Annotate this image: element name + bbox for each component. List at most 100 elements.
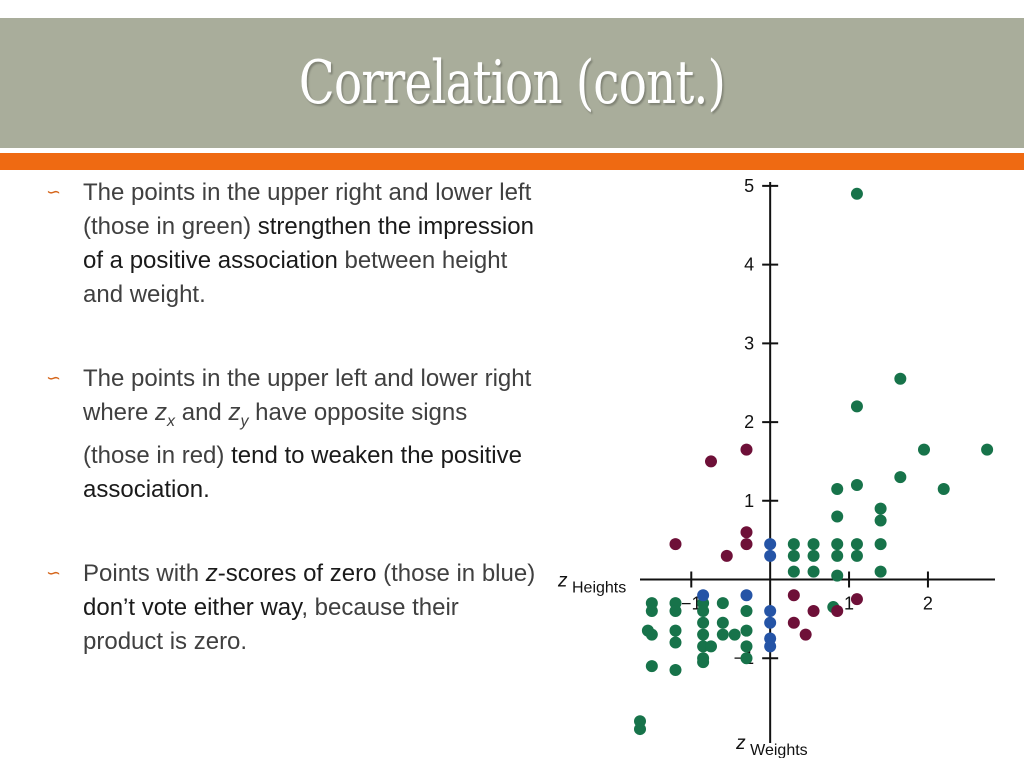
body-text: The points in the upper left and lower r… (83, 365, 532, 426)
data-point-green (874, 514, 887, 527)
data-point-green (807, 565, 820, 578)
data-point-blue (764, 604, 777, 617)
data-point-blue (764, 538, 777, 551)
x-axis-label: Heights (572, 580, 626, 597)
x-axis-label-z: z (557, 571, 568, 592)
data-point-green (728, 628, 741, 641)
data-point-red (669, 538, 682, 551)
data-point-green (697, 656, 710, 669)
data-point-green (787, 538, 800, 551)
bullet-item: ∽ The points in the upper left and lower … (40, 362, 540, 507)
body-text: (those in blue) (376, 559, 536, 587)
y-tick-label: 3 (744, 333, 754, 353)
data-point-green (669, 636, 682, 649)
y-axis-label-z: z (735, 733, 746, 754)
x-tick-label: 1 (844, 594, 854, 614)
data-point-green (787, 549, 800, 562)
data-point-green (634, 723, 646, 736)
data-point-green (807, 549, 820, 562)
data-point-green (831, 538, 844, 551)
body-text: , because their product is zero. (83, 593, 459, 655)
bullet-item: ∽ Points with z-scores of zero (those in … (40, 557, 540, 659)
data-point-green (697, 628, 710, 641)
data-point-green (669, 624, 682, 637)
data-point-green (850, 538, 863, 551)
bullet-item: ∽ The points in the upper right and lower… (40, 176, 540, 312)
data-point-red (799, 628, 812, 641)
accent-bar (0, 153, 1024, 170)
bullet-text: The points in the upper left and lower r… (83, 362, 540, 507)
data-point-green (850, 187, 863, 200)
data-point-green (645, 628, 658, 641)
data-point-red (740, 538, 753, 551)
emphasis-text: z-scores of zero (205, 559, 377, 587)
scroll-bullet-icon: ∽ (46, 368, 62, 389)
data-point-green (645, 660, 658, 673)
math-variable: z (155, 399, 168, 426)
data-point-red (807, 604, 820, 617)
y-tick-label: 2 (744, 412, 754, 432)
data-point-blue (764, 549, 777, 562)
slide-title: Correlation (cont.) (298, 48, 726, 118)
data-point-green (787, 565, 800, 578)
math-variable: z (228, 399, 241, 426)
emphasis-text: tend to weaken the positive association. (83, 441, 522, 503)
data-point-green (850, 479, 863, 492)
scroll-bullet-icon: ∽ (46, 182, 62, 203)
data-point-green (697, 604, 710, 617)
data-point-blue (764, 616, 777, 629)
data-point-green (807, 538, 820, 551)
bullet-text: Points with z-scores of zero (those in b… (83, 557, 540, 659)
scroll-bullet-icon: ∽ (46, 562, 62, 584)
x-tick-label: 2 (923, 594, 933, 614)
data-point-red (850, 593, 863, 606)
data-point-red (787, 589, 800, 602)
data-point-blue (697, 589, 710, 602)
data-point-green (831, 549, 844, 562)
data-point-green (874, 538, 887, 551)
data-point-green (850, 549, 863, 562)
data-point-green (740, 624, 753, 637)
data-point-green (740, 604, 753, 617)
data-point-red (705, 455, 717, 468)
data-point-green (697, 616, 710, 629)
y-tick-label: 1 (744, 491, 754, 511)
bullet-list: ∽ The points in the upper right and lower… (40, 176, 540, 709)
data-point-blue (764, 640, 777, 653)
data-point-green (874, 502, 887, 515)
math-subscript: y (240, 412, 249, 430)
data-point-green (645, 604, 658, 617)
data-point-red (740, 526, 753, 539)
data-point-blue (740, 589, 753, 602)
data-point-red (740, 443, 753, 456)
data-point-green (669, 604, 682, 617)
y-tick-label: 5 (744, 176, 754, 196)
data-point-red (787, 616, 800, 629)
data-point-green (716, 628, 729, 641)
data-point-green (740, 640, 753, 653)
data-point-red (831, 604, 844, 617)
y-tick-label: 4 (744, 255, 754, 275)
body-text: and (175, 399, 229, 426)
data-point-red (720, 549, 733, 562)
data-point-green (894, 471, 907, 484)
math-subscript: x (167, 412, 176, 430)
data-point-green (894, 372, 907, 385)
divider-line (0, 148, 1024, 153)
emphasis-text: don’t vote either way (83, 593, 302, 621)
data-point-green (740, 652, 753, 665)
data-point-green (874, 565, 887, 578)
body-text: Points with (83, 559, 206, 587)
data-point-green (831, 510, 844, 523)
data-point-green (981, 443, 994, 456)
emphasis-text: strengthen the impression of a positive … (83, 213, 534, 274)
data-point-green (669, 664, 682, 677)
x-tick-label: −1 (681, 594, 702, 614)
bullet-text: The points in the upper right and lower … (83, 176, 540, 312)
data-point-green (850, 400, 863, 413)
data-point-green (831, 482, 844, 495)
data-point-green (937, 482, 950, 495)
body-text: have opposite signs (those in red) (83, 399, 468, 469)
data-point-green (716, 616, 729, 629)
